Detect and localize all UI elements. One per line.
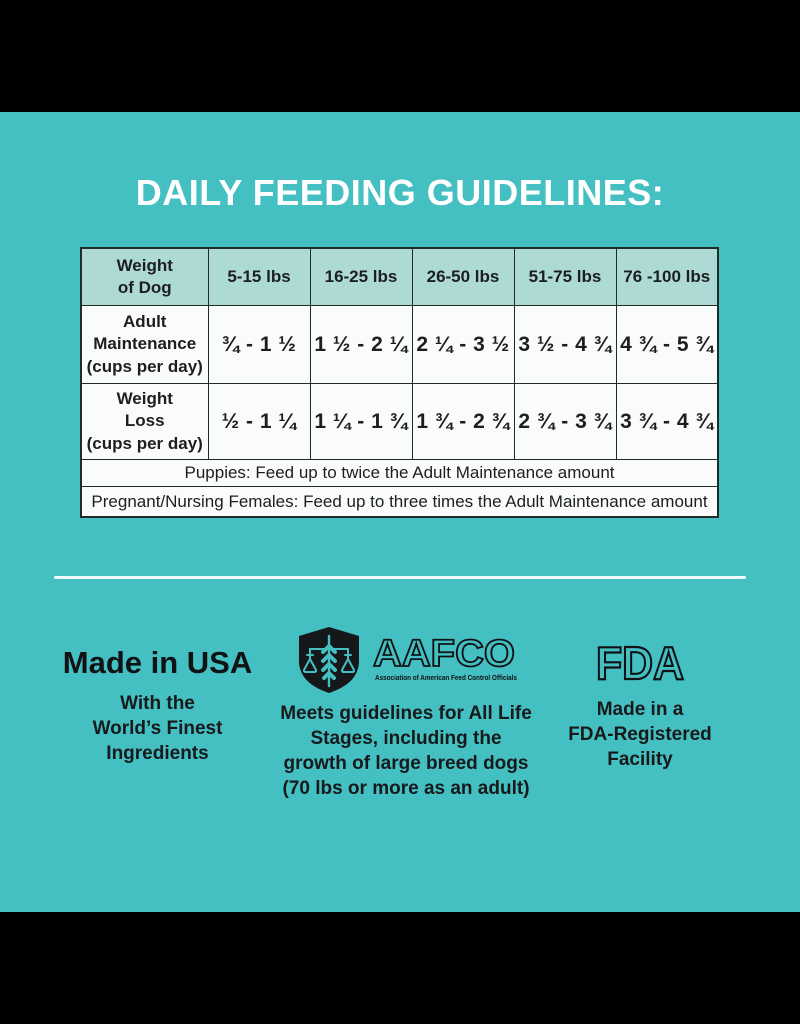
fda-logo-icon: FDA bbox=[595, 636, 685, 690]
letterbox-bottom bbox=[0, 912, 800, 1024]
fda-block: FDA Made in a FDA-Registered Facility bbox=[555, 636, 725, 772]
header-5-15-lbs: 5-15 lbs bbox=[207, 247, 311, 306]
aafco-block: AAFCO Association of American Feed Contr… bbox=[258, 625, 554, 801]
value-cell: 1 ¾ - 2 ¾ bbox=[411, 383, 515, 460]
row-label-weight-loss: Weight Loss (cups per day) bbox=[80, 383, 209, 460]
value-cell: 4 ¾ - 5 ¾ bbox=[615, 305, 719, 384]
header-76-100-lbs: 76 -100 lbs bbox=[615, 247, 719, 306]
table-note-pregnant-row: Pregnant/Nursing Females: Feed up to thr… bbox=[80, 486, 719, 518]
teal-panel: DAILY FEEDING GUIDELINES: Weight of Dog … bbox=[0, 112, 800, 912]
header-51-75-lbs: 51-75 lbs bbox=[513, 247, 617, 306]
aafco-wordmark-text: AAFCO bbox=[373, 633, 515, 675]
value-cell: 1 ½ - 2 ¼ bbox=[309, 305, 413, 384]
value-cell: 3 ¾ - 4 ¾ bbox=[615, 383, 719, 460]
usa-subtext-line: With the bbox=[120, 693, 195, 714]
aafco-text-line: (70 lbs or more as an adult) bbox=[282, 778, 530, 799]
aafco-text-line: Meets guidelines for All Life bbox=[280, 703, 532, 724]
note-puppies: Puppies: Feed up to twice the Adult Main… bbox=[80, 459, 719, 487]
fda-text-line: Made in a bbox=[596, 699, 684, 720]
value-cell: 2 ¼ - 3 ½ bbox=[411, 305, 515, 384]
row-label-adult-maintenance: Adult Maintenance (cups per day) bbox=[80, 305, 209, 384]
table-note-puppies-row: Puppies: Feed up to twice the Adult Main… bbox=[80, 459, 719, 487]
table-row-adult-maintenance: Adult Maintenance (cups per day) ¾ - 1 ½… bbox=[80, 305, 719, 384]
header-weight-of-dog: Weight of Dog bbox=[80, 247, 209, 306]
aafco-caption-text: Association of American Feed Control Off… bbox=[375, 673, 517, 682]
note-pregnant-nursing: Pregnant/Nursing Females: Feed up to thr… bbox=[80, 486, 719, 518]
page-title: DAILY FEEDING GUIDELINES: bbox=[135, 172, 665, 213]
value-cell: 2 ¾ - 3 ¾ bbox=[513, 383, 617, 460]
fda-text-line: Facility bbox=[607, 749, 673, 770]
aafco-logo: AAFCO Association of American Feed Contr… bbox=[258, 625, 554, 695]
fda-logo: FDA bbox=[555, 636, 725, 690]
value-cell: 1 ¼ - 1 ¾ bbox=[309, 383, 413, 460]
header-26-50-lbs: 26-50 lbs bbox=[411, 247, 515, 306]
table-row-weight-loss: Weight Loss (cups per day) ½ - 1 ¼ 1 ¼ -… bbox=[80, 383, 719, 460]
aafco-wordmark: AAFCO Association of American Feed Contr… bbox=[372, 632, 517, 682]
value-cell: ¾ - 1 ½ bbox=[207, 305, 311, 384]
fda-wordmark-text: FDA bbox=[596, 637, 684, 689]
letterbox-top bbox=[0, 0, 800, 112]
value-cell: ½ - 1 ¼ bbox=[207, 383, 311, 460]
value-cell: 3 ½ - 4 ¾ bbox=[513, 305, 617, 384]
feeding-guidelines-table: Weight of Dog 5-15 lbs 16-25 lbs 26-50 l… bbox=[80, 247, 719, 518]
made-in-usa-title: Made in USA bbox=[62, 645, 253, 680]
fda-text-line: FDA-Registered bbox=[568, 724, 712, 745]
made-in-usa-block: Made in USA With the World’s Finest Ingr… bbox=[40, 645, 275, 766]
usa-subtext-line: Ingredients bbox=[106, 743, 209, 764]
table-header-row: Weight of Dog 5-15 lbs 16-25 lbs 26-50 l… bbox=[80, 247, 719, 306]
aafco-text-line: Stages, including the bbox=[310, 728, 502, 749]
aafco-shield-icon bbox=[299, 627, 359, 693]
usa-subtext-line: World’s Finest bbox=[92, 718, 223, 739]
aafco-text-line: growth of large breed dogs bbox=[283, 753, 529, 774]
header-16-25-lbs: 16-25 lbs bbox=[309, 247, 413, 306]
section-divider bbox=[54, 576, 746, 579]
